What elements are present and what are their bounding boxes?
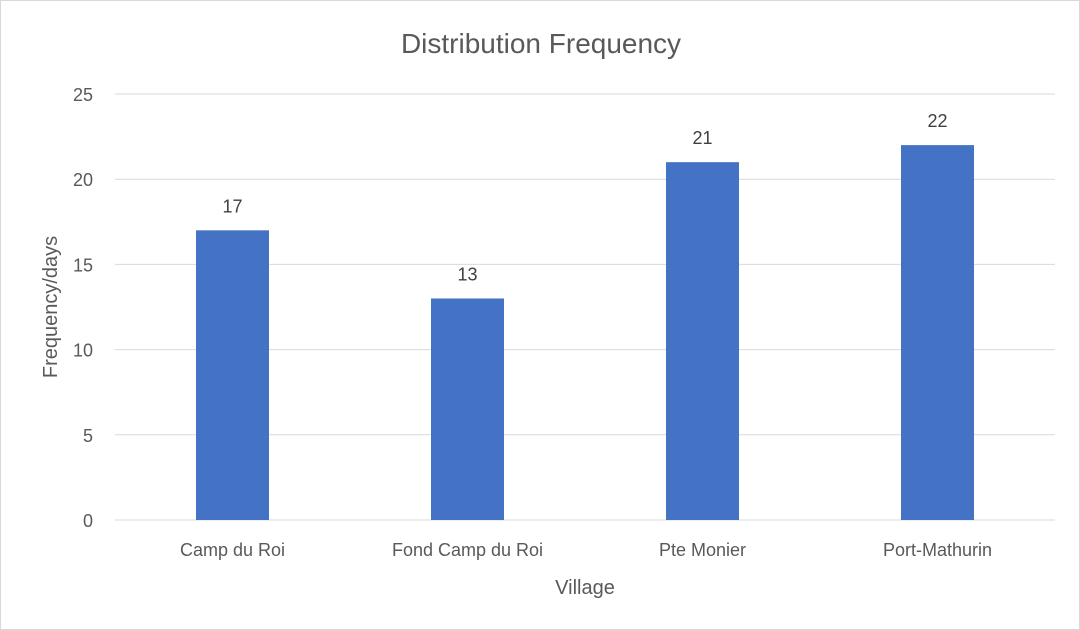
bar — [196, 230, 269, 520]
y-axis-ticks: 0 5 10 15 20 25 — [73, 85, 93, 531]
gridlines — [115, 93, 1055, 521]
data-label: 21 — [692, 128, 712, 148]
x-tick-label: Pte Monier — [659, 540, 746, 560]
data-label: 13 — [457, 264, 477, 284]
bar — [666, 162, 739, 520]
data-label: 22 — [927, 111, 947, 131]
bar — [901, 145, 974, 520]
y-tick-label: 20 — [73, 170, 93, 190]
x-tick-label: Fond Camp du Roi — [392, 540, 543, 560]
x-axis-title: Village — [555, 577, 615, 599]
y-tick-label: 15 — [73, 255, 93, 275]
y-tick-label: 10 — [73, 341, 93, 361]
x-tick-label: Port-Mathurin — [883, 540, 992, 560]
y-tick-label: 0 — [83, 511, 93, 531]
x-axis-ticks: Camp du Roi Fond Camp du Roi Pte Monier Por… — [180, 540, 992, 560]
y-axis-title: Frequency/days — [40, 236, 62, 378]
data-label: 17 — [222, 196, 242, 216]
data-labels: 17 13 21 22 — [222, 111, 947, 284]
bar — [431, 298, 504, 520]
y-tick-label: 5 — [83, 426, 93, 446]
bars — [196, 145, 974, 520]
x-tick-label: Camp du Roi — [180, 540, 285, 560]
chart-title: Distribution Frequency — [401, 28, 681, 59]
y-tick-label: 25 — [73, 85, 93, 105]
